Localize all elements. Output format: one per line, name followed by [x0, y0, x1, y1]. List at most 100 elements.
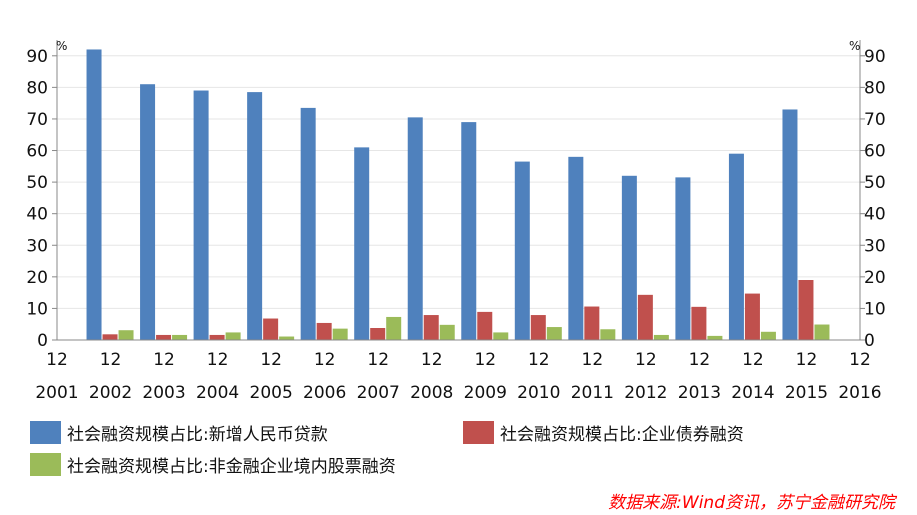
y-tick-label-right: 80: [864, 78, 886, 98]
bar-bonds: [477, 311, 493, 340]
bar-bonds: [798, 280, 814, 340]
x-tick-year-label: 2002: [89, 383, 132, 403]
y-tick-label-left: 80: [26, 78, 48, 98]
bar-bonds: [102, 334, 118, 340]
right-axis-unit: %: [849, 39, 860, 53]
legend-label-loans: 社会融资规模占比:新增人民币贷款: [67, 425, 328, 445]
gridlines: [57, 55, 860, 309]
y-tick-label-left: 50: [26, 173, 48, 193]
bar-loans: [86, 49, 102, 340]
x-tick-year-label: 2012: [624, 383, 667, 403]
bar-loans: [728, 153, 744, 340]
bar-bonds: [584, 306, 600, 340]
bar-equity: [386, 316, 402, 340]
bar-loans: [407, 117, 423, 340]
y-tick-label-left: 70: [26, 110, 48, 130]
x-tick-year-label: 2013: [678, 383, 721, 403]
bar-equity: [493, 332, 509, 340]
left-axis-unit: %: [56, 39, 67, 53]
x-tick-month-label: 12: [689, 350, 711, 370]
y-tick-label-right: 20: [864, 268, 886, 288]
y-tick-label-right: 70: [864, 110, 886, 130]
x-tick-year-label: 2003: [142, 383, 185, 403]
y-tick-label-right: 10: [864, 299, 886, 319]
bar-equity: [600, 329, 616, 340]
y-tick-label-right: 0: [864, 331, 875, 351]
bar-equity: [172, 334, 188, 340]
bar-bonds: [370, 328, 386, 340]
x-tick-year-label: 2010: [517, 383, 560, 403]
bar-equity: [332, 328, 348, 340]
legend-item-bonds: 社会融资规模占比:企业债券融资: [463, 420, 744, 445]
bar-loans: [782, 109, 798, 340]
x-tick-year-label: 2007: [357, 383, 400, 403]
bar-bonds: [209, 334, 225, 340]
y-tick-label-left: 0: [37, 331, 48, 351]
x-tick-year-label: 2009: [464, 383, 507, 403]
x-tick-year-label: 2015: [785, 383, 828, 403]
bar-bonds: [423, 315, 439, 340]
x-tick-year-label: 2008: [410, 383, 453, 403]
bar-equity: [653, 334, 669, 340]
legend-swatch-equity: [30, 453, 61, 476]
x-tick-month-label: 12: [100, 350, 122, 370]
bar-chart: 0 0 10 10 20 20 30 30 40 40 50 50 60 60 70 70 80 80 90 90 12…: [26, 39, 886, 403]
x-tick-month-label: 12: [528, 350, 550, 370]
x-tick-year-label: 2001: [35, 383, 78, 403]
bar-loans: [140, 84, 156, 340]
bar-bonds: [744, 293, 760, 340]
legend-item-equity: 社会融资规模占比:非金融企业境内股票融资: [30, 452, 396, 477]
y-tick-label-left: 10: [26, 299, 48, 319]
bar-bonds: [637, 294, 653, 340]
y-tick-label-right: 40: [864, 205, 886, 225]
x-tick-year-label: 2011: [571, 383, 614, 403]
x-tick-month-label: 12: [635, 350, 657, 370]
x-tick-month-label: 12: [314, 350, 336, 370]
bar-loans: [300, 107, 316, 340]
y-tick-label-right: 60: [864, 142, 886, 162]
bar-equity: [225, 332, 241, 340]
bar-loans: [514, 161, 530, 340]
y-tick-label-left: 90: [26, 47, 48, 67]
y-tick-label-right: 90: [864, 47, 886, 67]
bar-loans: [193, 90, 209, 341]
bar-bonds: [156, 334, 172, 340]
y-tick-label-right: 50: [864, 173, 886, 193]
x-tick-month-label: 12: [207, 350, 229, 370]
x-tick-year-label: 2004: [196, 383, 239, 403]
x-tick-month-label: 12: [849, 350, 871, 370]
bar-loans: [247, 92, 263, 341]
x-tick-month-label: 12: [474, 350, 496, 370]
y-tick-label-left: 30: [26, 236, 48, 256]
bar-bonds: [530, 315, 546, 340]
x-tick-year-label: 2014: [731, 383, 774, 403]
bar-equity: [760, 331, 776, 340]
legend-item-loans: 社会融资规模占比:新增人民币贷款: [30, 420, 328, 445]
x-tick-month-label: 12: [742, 350, 764, 370]
x-tick-month-label: 12: [46, 350, 68, 370]
bar-equity: [707, 335, 723, 340]
axes: 0 0 10 10 20 20 30 30 40 40 50 50 60 60 70 70 80 80 90 90 12…: [26, 40, 886, 403]
bar-equity: [814, 324, 830, 340]
bars: [86, 49, 830, 341]
bar-loans: [461, 122, 477, 341]
y-tick-label-left: 20: [26, 268, 48, 288]
legend-swatch-bonds: [463, 421, 494, 444]
bar-bonds: [316, 322, 332, 340]
x-tick-month-label: 12: [153, 350, 175, 370]
bar-equity: [439, 324, 455, 340]
x-tick-year-label: 2006: [303, 383, 346, 403]
y-tick-label-left: 40: [26, 205, 48, 225]
x-tick-year-label: 2005: [250, 383, 293, 403]
x-tick-month-label: 12: [421, 350, 443, 370]
x-tick-month-label: 12: [367, 350, 389, 370]
x-tick-month-label: 12: [796, 350, 818, 370]
bar-loans: [354, 147, 370, 340]
bar-loans: [568, 156, 584, 340]
bar-equity: [546, 327, 562, 340]
y-tick-label-right: 30: [864, 236, 886, 256]
x-tick-month-label: 12: [260, 350, 282, 370]
y-tick-label-left: 60: [26, 142, 48, 162]
bar-bonds: [691, 306, 707, 340]
x-tick-year-label: 2016: [838, 383, 881, 403]
